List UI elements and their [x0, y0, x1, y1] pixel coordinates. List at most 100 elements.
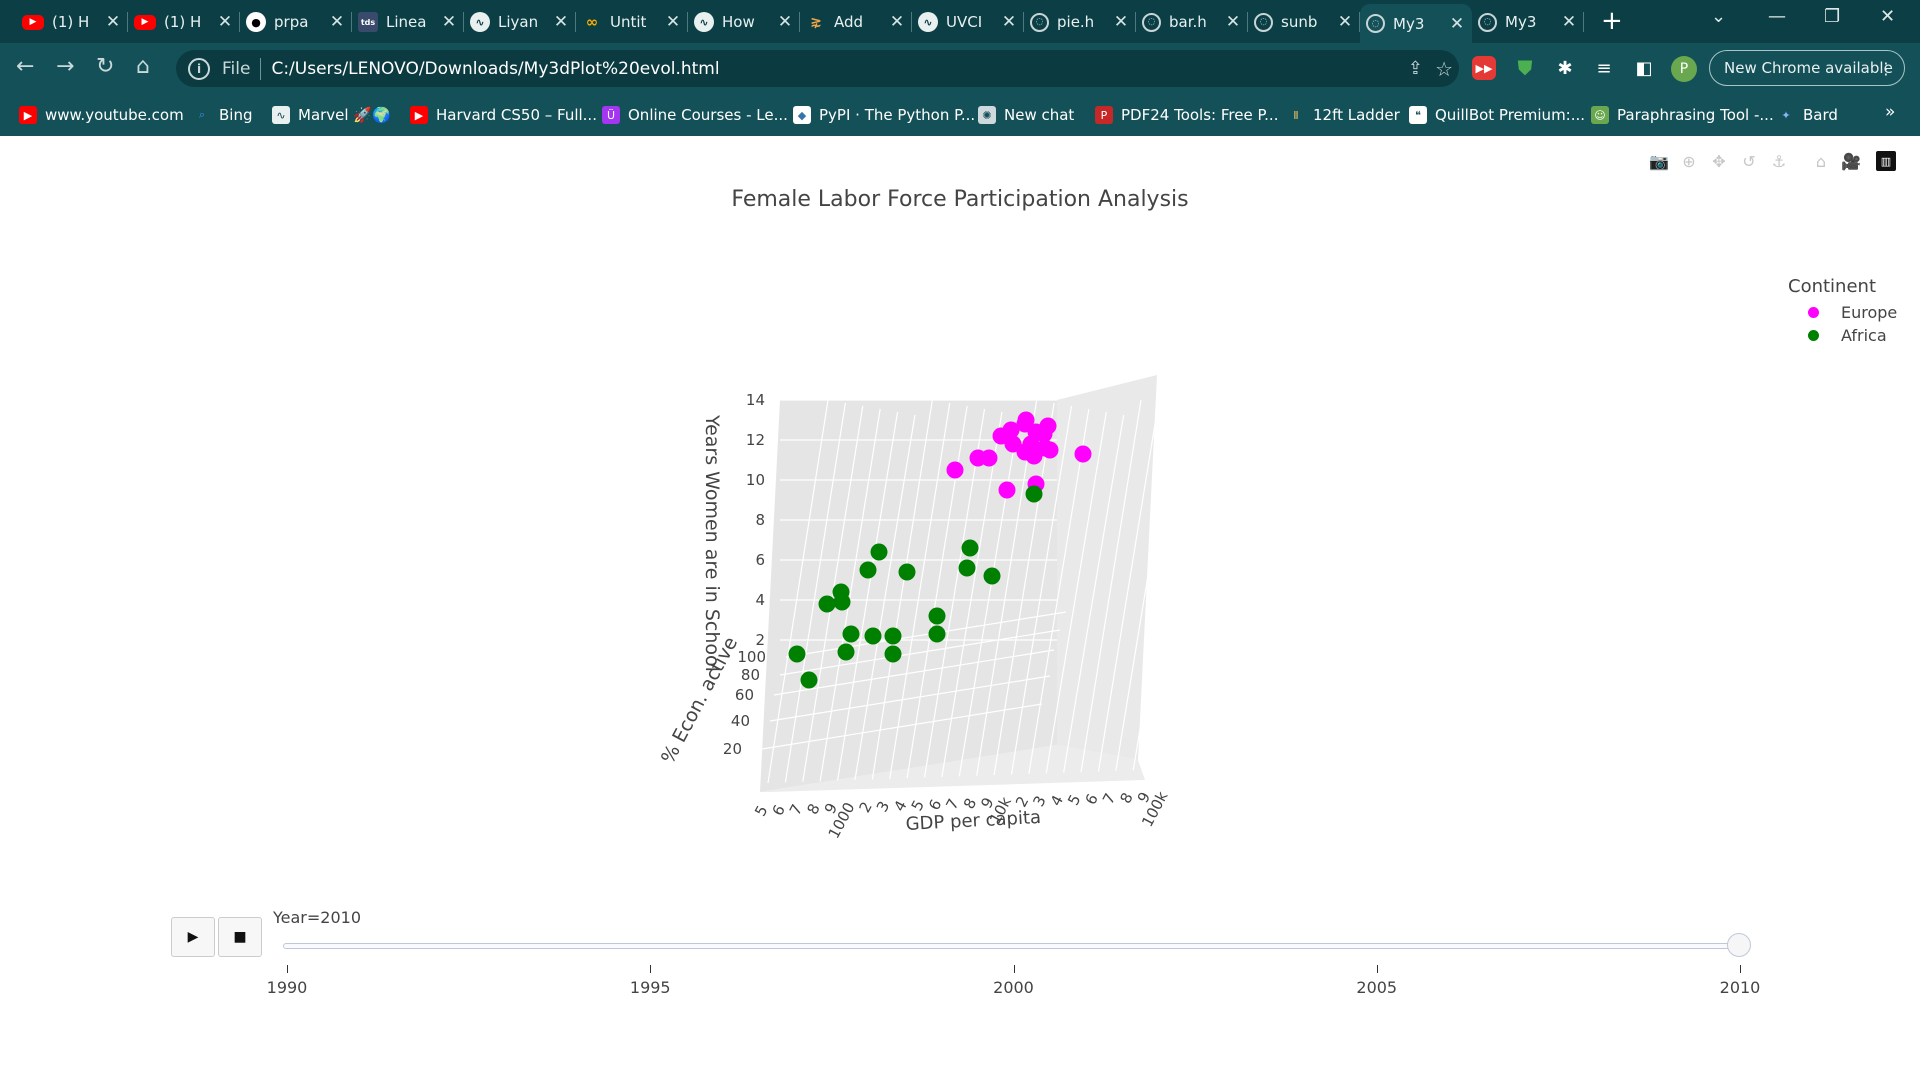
- bookmark-item[interactable]: ✦ Bard: [1777, 103, 1838, 127]
- data-point-africa[interactable]: [800, 671, 818, 689]
- share-icon[interactable]: ⇪: [1407, 58, 1423, 79]
- slider-tick-label[interactable]: 1995: [629, 978, 671, 997]
- slider-tick-label[interactable]: 2005: [1356, 978, 1398, 997]
- turntable-icon[interactable]: ⚓: [1771, 151, 1787, 171]
- data-point-europe[interactable]: [980, 449, 998, 467]
- data-point-africa[interactable]: [864, 627, 882, 645]
- close-tab-icon[interactable]: ✕: [441, 12, 457, 32]
- data-point-europe[interactable]: [1039, 417, 1057, 435]
- zoom-icon[interactable]: ⊕: [1682, 151, 1696, 171]
- data-point-africa[interactable]: [983, 567, 1001, 585]
- browser-tab[interactable]: ▶ (1) H ✕: [16, 8, 128, 36]
- camera-icon[interactable]: 📷: [1649, 151, 1669, 171]
- close-tab-icon[interactable]: ✕: [1113, 12, 1129, 32]
- browser-tab[interactable]: ◌ pie.h ✕: [1024, 8, 1136, 36]
- bookmark-item[interactable]: ▶ www.youtube.com: [19, 103, 184, 127]
- pan-icon[interactable]: ✥: [1712, 151, 1726, 171]
- restore-icon[interactable]: ❐: [1824, 6, 1841, 27]
- data-point-africa[interactable]: [961, 539, 979, 557]
- new-tab-button[interactable]: +: [1601, 6, 1623, 36]
- data-point-europe[interactable]: [998, 481, 1016, 499]
- reload-icon[interactable]: ↻: [96, 54, 115, 79]
- bookmark-item[interactable]: Ⅱ 12ft Ladder: [1287, 103, 1399, 127]
- bookmark-item[interactable]: ✺ New chat: [978, 103, 1074, 127]
- side-panel-icon[interactable]: ◧: [1635, 57, 1653, 79]
- data-point-europe[interactable]: [1002, 421, 1020, 439]
- browser-tab[interactable]: tds Linea ✕: [352, 8, 464, 36]
- plotly-logo-icon[interactable]: ▥: [1876, 151, 1896, 171]
- data-point-europe[interactable]: [1041, 441, 1059, 459]
- home-icon[interactable]: ⌂: [1815, 151, 1827, 171]
- legend-item-europe[interactable]: Europe: [1788, 301, 1897, 324]
- data-point-africa[interactable]: [870, 543, 888, 561]
- data-point-africa[interactable]: [837, 643, 855, 661]
- site-info-icon[interactable]: i: [188, 57, 210, 80]
- close-tab-icon[interactable]: ✕: [1225, 12, 1241, 32]
- close-window-icon[interactable]: ✕: [1880, 6, 1896, 27]
- browser-tab[interactable]: ∿ Liyan ✕: [464, 8, 576, 36]
- legend-item-africa[interactable]: Africa: [1788, 324, 1897, 347]
- browser-tab[interactable]: ● prpa ✕: [240, 8, 352, 36]
- url-text[interactable]: C:/Users/LENOVO/Downloads/My3dPlot%20evo…: [271, 58, 720, 79]
- slider-handle[interactable]: [1727, 933, 1751, 957]
- data-point-africa[interactable]: [859, 561, 877, 579]
- home-icon[interactable]: ⌂: [136, 54, 150, 79]
- close-tab-icon[interactable]: ✕: [889, 12, 905, 32]
- slider-rail[interactable]: [283, 943, 1747, 949]
- close-tab-icon[interactable]: ✕: [553, 12, 569, 32]
- video-icon[interactable]: 🎥: [1841, 151, 1861, 171]
- close-tab-icon[interactable]: ✕: [1337, 12, 1353, 32]
- data-point-africa[interactable]: [884, 627, 902, 645]
- data-point-europe[interactable]: [946, 461, 964, 479]
- bookmark-item[interactable]: Ü Online Courses - Le...: [602, 103, 788, 127]
- play-button[interactable]: ▶: [171, 917, 215, 957]
- bookmark-item[interactable]: ☺ Paraphrasing Tool -...: [1591, 103, 1774, 127]
- minimize-icon[interactable]: —: [1768, 6, 1786, 27]
- data-point-europe[interactable]: [1004, 435, 1022, 453]
- bookmark-item[interactable]: P PDF24 Tools: Free P...: [1095, 103, 1278, 127]
- close-tab-icon[interactable]: ✕: [1001, 12, 1017, 32]
- bookmark-item[interactable]: ❝ QuillBot Premium:...: [1409, 103, 1585, 127]
- menu-icon[interactable]: ⋮: [1878, 58, 1894, 78]
- bookmark-item[interactable]: ⌕ Bing: [193, 103, 253, 127]
- close-tab-icon[interactable]: ✕: [777, 12, 793, 32]
- close-tab-icon[interactable]: ✕: [329, 12, 345, 32]
- data-point-africa[interactable]: [818, 595, 836, 613]
- extensions-puzzle-icon[interactable]: ✱: [1557, 57, 1573, 79]
- bookmark-star-icon[interactable]: ☆: [1435, 56, 1453, 81]
- bookmark-item[interactable]: ∿ Marvel 🚀🌍: [272, 103, 391, 127]
- browser-tab[interactable]: ◌ bar.h ✕: [1136, 8, 1248, 36]
- browser-tab[interactable]: ▶ (1) H ✕: [128, 8, 240, 36]
- tab-search-icon[interactable]: ⌄: [1711, 6, 1727, 27]
- media-control-icon[interactable]: ≡: [1596, 57, 1612, 79]
- bookmark-item[interactable]: ▶ Harvard CS50 – Full...: [410, 103, 597, 127]
- orbit-icon[interactable]: ↺: [1742, 151, 1756, 171]
- bookmark-item[interactable]: ◆ PyPI · The Python P...: [793, 103, 975, 127]
- data-point-africa[interactable]: [842, 625, 860, 643]
- browser-tab[interactable]: ∿ UVCI ✕: [912, 8, 1024, 36]
- slider-tick-label[interactable]: 2010: [1719, 978, 1761, 997]
- data-point-africa[interactable]: [898, 563, 916, 581]
- extension-shield-icon[interactable]: ⛊: [1517, 56, 1533, 80]
- data-point-africa[interactable]: [833, 593, 851, 611]
- stop-button[interactable]: ■: [218, 917, 262, 957]
- data-point-africa[interactable]: [928, 625, 946, 643]
- browser-tab[interactable]: ∿ How ✕: [688, 8, 800, 36]
- data-point-europe[interactable]: [1025, 447, 1043, 465]
- data-point-europe[interactable]: [1017, 411, 1035, 429]
- slider-tick-label[interactable]: 1990: [266, 978, 308, 997]
- close-tab-icon[interactable]: ✕: [217, 12, 233, 32]
- data-point-africa[interactable]: [928, 607, 946, 625]
- browser-tab[interactable]: ⋧ Add ✕: [800, 8, 912, 36]
- close-tab-icon[interactable]: ✕: [665, 12, 681, 32]
- data-point-africa[interactable]: [788, 645, 806, 663]
- data-point-africa[interactable]: [1025, 485, 1043, 503]
- data-point-europe[interactable]: [1074, 445, 1092, 463]
- bookmarks-overflow-icon[interactable]: »: [1885, 102, 1896, 122]
- forward-icon[interactable]: →: [56, 54, 75, 79]
- browser-tab[interactable]: ∞ Untit ✕: [576, 8, 688, 36]
- close-tab-icon[interactable]: ✕: [105, 12, 121, 32]
- data-point-africa[interactable]: [884, 645, 902, 663]
- browser-tab[interactable]: ◌ My3 ✕: [1360, 4, 1472, 43]
